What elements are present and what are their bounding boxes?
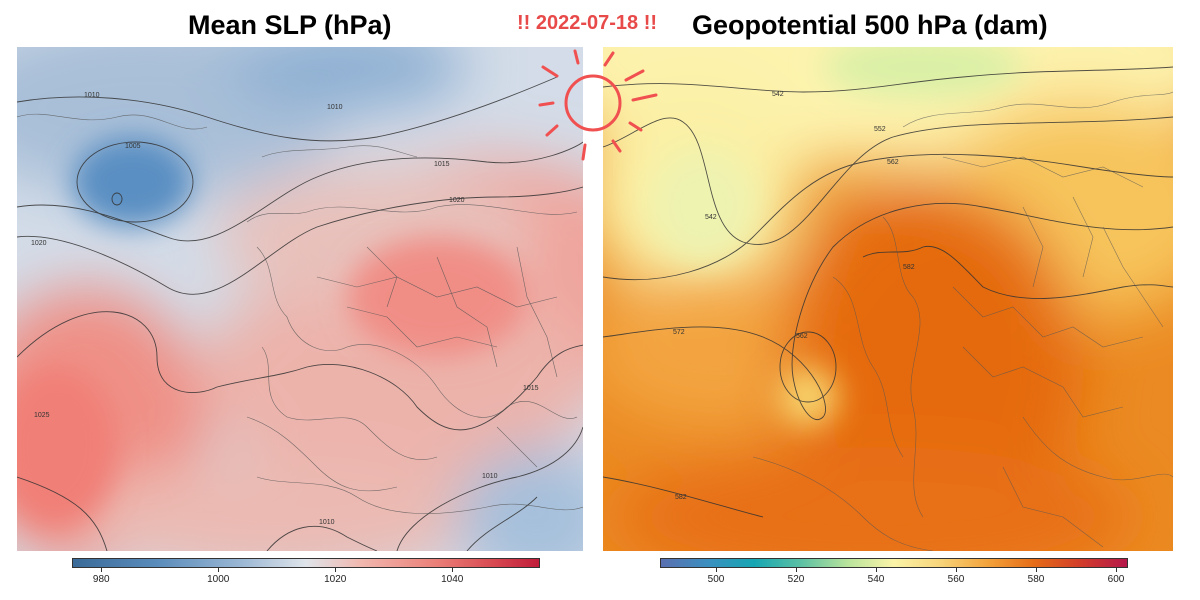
z500-colorbar-tick-label: 600 [1107,574,1125,585]
z500-colorbar-tick-label: 580 [1027,574,1045,585]
slp-contour-label: 1010 [319,519,335,526]
slp-colorbar-gradient [72,558,540,568]
slp-map: 1010 1010 1005 1015 1020 1020 1025 1015 … [17,47,583,551]
date-label: !! 2022-07-18 !! [517,12,658,34]
slp-colorbar-tick-label: 1000 [207,574,230,585]
z500-contour-label: 582 [675,494,687,501]
slp-map-panel: 1010 1010 1005 1015 1020 1020 1025 1015 … [17,47,583,551]
geopotential-map: 542 552 562 542 582 572 562 582 [603,47,1173,551]
z500-colorbar-tick-mark [1116,568,1117,572]
z500-colorbar-gradient [660,558,1128,568]
slp-contour-label: 1010 [327,104,343,111]
z500-colorbar-tick-mark [956,568,957,572]
slp-contour-label: 1010 [482,473,498,480]
slp-contour-label: 1010 [84,92,100,99]
z500-colorbar-tick-label: 560 [947,574,965,585]
z500-contour-label: 572 [673,329,685,336]
slp-colorbar-tick-mark [452,568,454,572]
slp-contour-label: 1020 [31,240,47,247]
slp-colorbar-tick-label: 1040 [441,574,464,585]
slp-contour-label: 1005 [125,143,141,150]
slp-colorbar-ticks: 980 1000 1020 1040 [72,568,540,585]
z500-colorbar-tick-label: 500 [707,574,725,585]
sun-icon [538,49,658,161]
z500-contour-label: 552 [874,126,886,133]
slp-contour-label: 1025 [34,412,50,419]
slp-colorbar-tick-label: 1020 [324,574,347,585]
z500-contour-label: 562 [796,333,808,340]
slp-colorbar-tick-mark [101,568,103,572]
slp-colorbar: 980 1000 1020 1040 [72,558,540,585]
z500-colorbar-tick-mark [876,568,877,572]
z500-contour-label: 562 [887,159,899,166]
z500-colorbar-tick-label: 520 [787,574,805,585]
slp-colorbar-tick-mark [218,568,220,572]
z500-contour-label: 542 [772,91,784,98]
z500-contour-label: 582 [903,264,915,271]
slp-contour-label: 1020 [449,197,465,204]
right-map-title: Geopotential 500 hPa (dam) [692,10,1048,40]
left-map-title: Mean SLP (hPa) [188,10,392,40]
slp-colorbar-tick-mark [335,568,337,572]
z500-colorbar-tick-mark [716,568,717,572]
slp-contour-label: 1015 [523,385,539,392]
slp-contour-label: 1015 [434,161,450,168]
z500-colorbar-tick-label: 540 [867,574,885,585]
z500-colorbar-ticks: 500 520 540 560 580 600 [660,568,1128,585]
z500-colorbar-tick-mark [1036,568,1037,572]
z500-contour-label: 542 [705,214,717,221]
geopotential-map-panel: 542 552 562 542 582 572 562 582 [603,47,1173,551]
z500-colorbar: 500 520 540 560 580 600 [660,558,1128,585]
z500-colorbar-tick-mark [796,568,797,572]
slp-colorbar-tick-label: 980 [92,574,110,585]
